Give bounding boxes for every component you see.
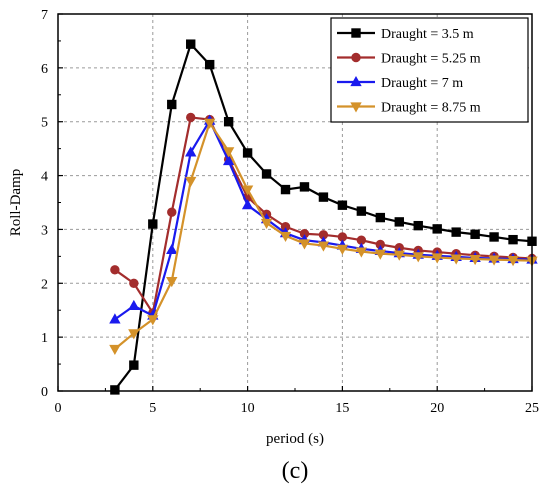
data-point [489, 232, 499, 242]
data-point [223, 117, 234, 127]
data-point [109, 344, 121, 356]
data-point [507, 256, 519, 267]
data-point [222, 147, 235, 158]
data-point [280, 184, 291, 195]
y-tick-label: 4 [41, 170, 48, 185]
legend-swatch-marker [350, 75, 362, 87]
data-point [110, 265, 120, 275]
series-3 [109, 114, 538, 324]
legend-label: Draught = 7 m [381, 76, 463, 91]
y-tick-label: 3 [41, 223, 48, 238]
y-tick-label: 0 [41, 385, 48, 400]
data-point [450, 254, 462, 265]
data-point [299, 182, 310, 192]
data-point [241, 199, 254, 210]
series-line [114, 119, 533, 321]
x-axis-title: period (s) [266, 431, 324, 447]
x-tick-label: 20 [430, 401, 444, 416]
data-point [432, 224, 442, 234]
panel-label: (c) [282, 458, 309, 484]
y-axis-title: Roll-Damp [8, 169, 24, 237]
data-point [355, 247, 368, 258]
data-point [128, 299, 140, 310]
data-point [375, 212, 386, 223]
y-tick-label: 7 [41, 8, 48, 23]
data-point [166, 243, 178, 254]
data-point [470, 229, 480, 239]
data-point [318, 192, 329, 202]
series-2 [110, 112, 537, 318]
x-tick-label: 10 [241, 401, 255, 416]
y-tick-label: 5 [41, 116, 48, 131]
data-point [110, 385, 120, 395]
data-point [261, 169, 272, 179]
data-point [412, 252, 424, 263]
legend-item: Draught = 3.5 m [337, 27, 474, 42]
data-point [451, 227, 461, 237]
data-point [242, 148, 253, 158]
data-point [185, 146, 197, 157]
data-point [129, 360, 139, 370]
data-point [129, 278, 139, 288]
series-4 [109, 118, 538, 356]
data-point [337, 200, 348, 210]
data-point [394, 217, 404, 227]
legend: Draught = 3.5 m Draught = 5.25 m Draught =… [330, 17, 529, 123]
y-tick-label: 1 [41, 331, 48, 346]
data-point [356, 206, 367, 216]
legend-label: Draught = 8.75 m [381, 101, 481, 116]
data-point [508, 234, 518, 245]
legend-swatch-marker [351, 28, 361, 38]
data-point [204, 59, 215, 70]
data-point [166, 277, 178, 288]
data-point [298, 239, 311, 250]
legend-item: Draught = 8.75 m [337, 101, 481, 116]
data-point [147, 315, 159, 326]
data-point [222, 154, 235, 166]
data-point [469, 254, 481, 266]
data-point [279, 231, 292, 242]
data-point [203, 118, 216, 129]
legend-swatch-marker [351, 52, 361, 63]
x-tick-label: 5 [149, 401, 156, 416]
series-layer [109, 39, 538, 395]
legend-item: Draught = 5.25 m [337, 52, 481, 67]
x-tick-label: 25 [525, 401, 539, 416]
x-tick-label: 15 [335, 401, 349, 416]
data-point [317, 241, 330, 252]
data-point [488, 255, 500, 266]
legend-label: Draught = 3.5 m [381, 27, 474, 42]
data-point [167, 99, 177, 110]
data-point [185, 176, 197, 188]
data-point [109, 313, 121, 324]
data-point [260, 218, 273, 230]
data-point [413, 220, 423, 231]
data-point [186, 112, 196, 123]
data-point [241, 185, 254, 196]
data-point [336, 244, 349, 255]
legend-swatch-marker [350, 102, 362, 113]
axes: 0 5 10 15 20 25 0 1 2 3 4 5 6 7 [41, 8, 539, 416]
legend-label: Draught = 5.25 m [381, 52, 481, 67]
data-point [167, 207, 177, 217]
data-point [393, 250, 405, 261]
legend-box [330, 17, 529, 123]
y-tick-label: 2 [41, 277, 48, 292]
data-point [431, 253, 443, 264]
data-point [374, 249, 387, 260]
data-point [186, 39, 196, 49]
legend-item: Draught = 7 m [337, 75, 463, 91]
y-tick-label: 6 [41, 62, 48, 77]
data-point [148, 219, 158, 229]
data-point [128, 329, 140, 340]
x-tick-label: 0 [55, 401, 62, 416]
